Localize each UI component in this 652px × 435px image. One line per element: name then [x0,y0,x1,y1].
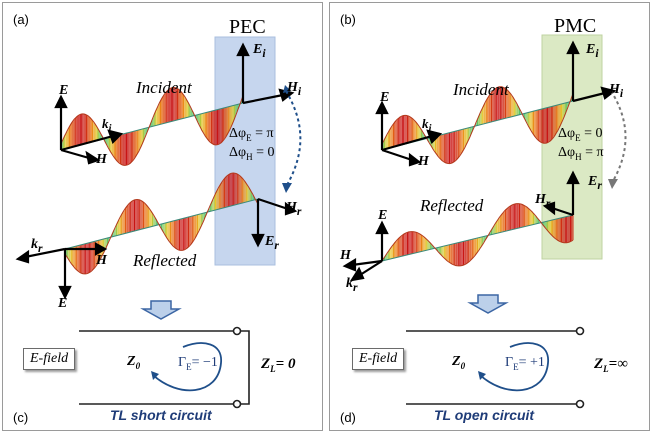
caption-short: TL short circuit [110,407,212,423]
wave-envelope [60,87,244,166]
phase-H-text: ΔφH = 0 [229,145,275,162]
panel-letter-c: (c) [13,410,29,425]
incident-label: Incident [453,80,509,99]
incident-wave [60,87,244,166]
H-top-label: H [96,152,107,167]
incident-wave [381,86,574,165]
transmission-line [79,326,250,409]
gamma-label: ΓE= +1 [505,355,545,372]
gamma-label: ΓE= −1 [178,355,218,372]
incident-axes [54,94,124,165]
E-bottom-label: E [58,296,68,311]
kr-label: kr [31,237,43,255]
ki-label: ki [102,116,112,135]
down-arrow [140,300,182,320]
Hr-label: Hr [535,192,551,210]
transmission-line [406,326,585,409]
reflection-arrow [479,342,549,392]
reflected-axes [342,220,389,282]
Er-label: Er [265,234,279,252]
E-left-label: E [378,208,388,223]
z0-label: Z0 [127,354,141,371]
panel-letter-a: (a) [13,12,29,27]
efield-box: E-field [23,348,76,370]
zl-label: ZL=∞ [594,356,628,374]
pec-diagram-graphics [15,36,302,409]
phase-E-text: ΔφE = π [229,126,274,143]
incident-axes [375,100,443,167]
Hr-label: Hr [286,200,302,218]
Ei-label: Ei [586,42,599,60]
phase-H-text: ΔφH = π [558,145,604,162]
panel-letter-d: (d) [340,410,356,425]
pmc-plate [541,34,603,260]
ki-label: ki [422,116,432,135]
wave-envelope [381,203,574,267]
reflected-label: Reflected [133,251,197,270]
panel-letter-b: (b) [340,12,356,27]
pmc-label: PMC [554,15,597,37]
reflected-wave [64,172,259,275]
efield-box: E-field [352,348,405,370]
caption-open: TL open circuit [434,407,535,423]
kr-label: kr [346,276,358,294]
phase-curve-arrow [285,90,302,186]
E-top-label: E [59,83,69,98]
H-left-label: H [340,248,351,263]
zl-label: ZL= 0 [261,356,296,374]
H-bottom-label: H [96,253,107,268]
pmc-diagram-graphics [342,34,627,409]
phase-E-text: ΔφE = 0 [558,126,603,143]
Er-label: Er [588,174,602,192]
plate-axes-reflected [542,170,580,217]
pec-label: PEC [229,16,266,38]
reflected-wave [381,203,574,267]
pec-panel: (a) PEC Incident Reflected Ei Hi ki E H … [2,2,323,431]
reflected-axes [15,242,108,300]
reflection-arrow [152,342,222,392]
plate-axes-incident [566,40,617,103]
incident-label: Incident [136,78,192,97]
plate-axes-reflected [251,197,298,248]
E-top-label: E [380,90,390,105]
down-arrow [467,294,509,314]
wave-envelope [64,172,259,275]
pmc-panel: (b) PMC Incident Reflected Ei Hi ki E H … [329,2,650,431]
Hi-label: Hi [609,82,624,100]
reflected-label: Reflected [420,196,484,215]
wave-axis [64,198,259,250]
Ei-label: Ei [253,42,266,60]
z0-label: Z0 [452,354,466,371]
phase-curve-arrow [610,90,627,182]
Hi-label: Hi [287,80,302,98]
pec-plate [214,36,276,266]
wave-envelope [381,86,574,165]
H-top-label: H [418,154,429,169]
